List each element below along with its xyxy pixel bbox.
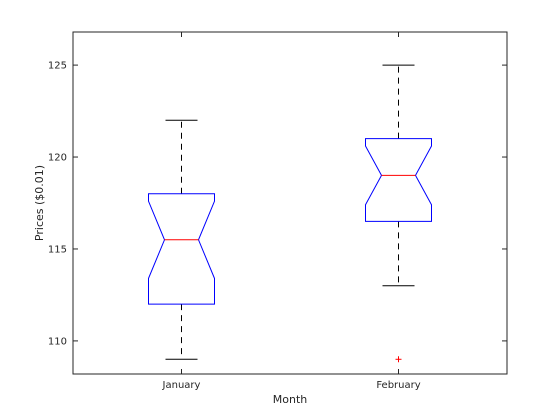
y-axis-ticks: 110 115 120 125 (48, 61, 507, 347)
outlier-marker (395, 356, 402, 363)
x-tick-label: January (162, 380, 201, 391)
chart-marks (148, 64, 432, 363)
x-tick-label: February (376, 380, 420, 391)
y-tick-label: 110 (48, 336, 67, 347)
plot-area (73, 32, 507, 374)
y-tick-label: 125 (48, 61, 67, 72)
box-group-february (365, 64, 432, 363)
axes-frame (72, 31, 508, 375)
y-tick-label: 120 (48, 153, 67, 164)
box-group-january (148, 119, 215, 360)
notched-box (365, 138, 432, 222)
x-axis-ticks: January February (162, 32, 421, 391)
y-tick-label: 115 (48, 244, 67, 255)
y-axis-label: Prices ($0.01) (33, 165, 46, 241)
notched-box (148, 193, 215, 305)
x-axis-label: Month (273, 393, 308, 406)
